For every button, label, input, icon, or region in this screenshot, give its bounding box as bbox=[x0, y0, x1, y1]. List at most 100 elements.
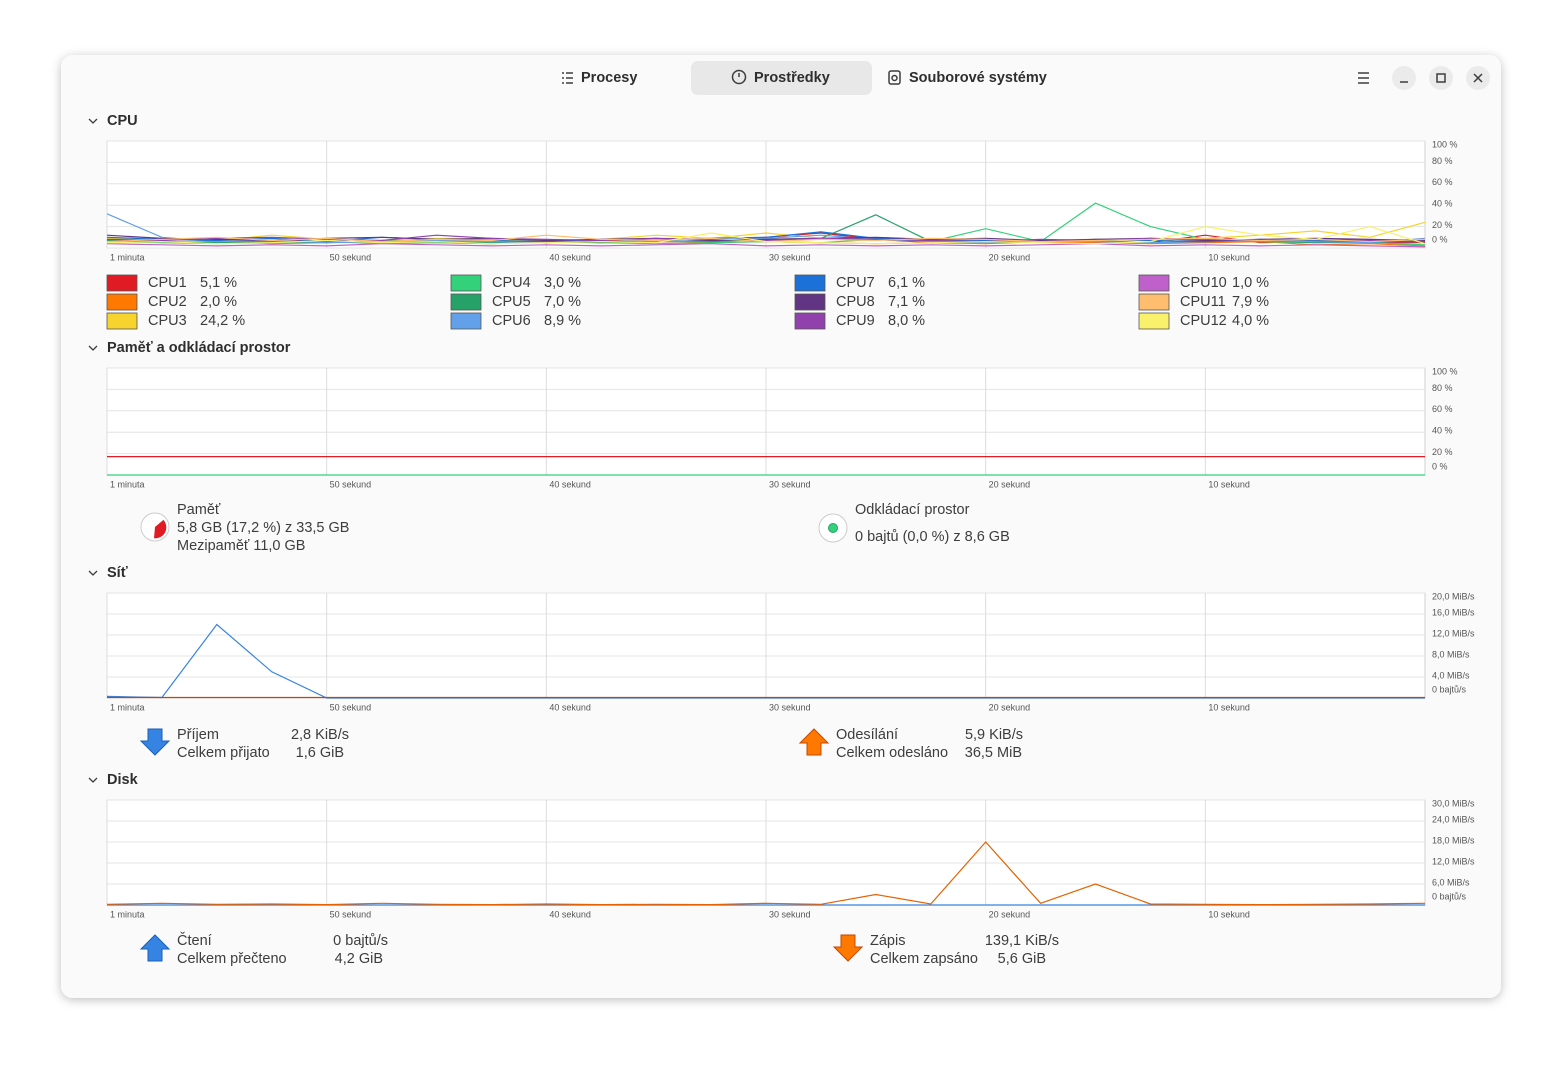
x-tick-label: 30 sekund bbox=[769, 252, 811, 262]
legend-total-name: Celkem přijato bbox=[177, 745, 270, 761]
x-tick-label: 1 minuta bbox=[110, 702, 145, 712]
legend-value: 6,1 % bbox=[888, 275, 925, 291]
y-tick-label: 8,0 MiB/s bbox=[1432, 649, 1470, 659]
x-tick-label: 20 sekund bbox=[989, 479, 1031, 489]
section-chevron bbox=[88, 777, 98, 783]
tab-selected-bg bbox=[691, 61, 872, 95]
legend-value: 3,0 % bbox=[544, 275, 581, 291]
legend-rate: 2,8 KiB/s bbox=[291, 727, 349, 743]
maximize-icon bbox=[1436, 73, 1446, 83]
x-tick-label: 10 sekund bbox=[1208, 479, 1250, 489]
receive-icon bbox=[139, 728, 171, 756]
legend-name: CPU2 bbox=[148, 294, 187, 310]
swap-icon-dot bbox=[828, 523, 838, 533]
tab-souborove[interactable]: Souborové systémy bbox=[888, 70, 1047, 86]
section-chevron bbox=[88, 345, 98, 351]
legend-swatch bbox=[1138, 312, 1170, 330]
legend-value: 7,1 % bbox=[888, 294, 925, 310]
legend-value: 7,0 % bbox=[544, 294, 581, 310]
legend-name: CPU12 bbox=[1180, 313, 1227, 329]
legend-value: 8,0 % bbox=[888, 313, 925, 329]
y-tick-label: 60 % bbox=[1432, 404, 1453, 414]
legend-value: 8,9 % bbox=[544, 313, 581, 329]
x-tick-label: 20 sekund bbox=[989, 909, 1031, 919]
read-icon bbox=[139, 934, 171, 962]
section-title: CPU bbox=[107, 113, 138, 129]
legend-total-name: Celkem zapsáno bbox=[870, 951, 978, 967]
x-tick-label: 50 sekund bbox=[330, 252, 372, 262]
legend-value: 24,2 % bbox=[200, 313, 245, 329]
legend-total-name: Celkem odesláno bbox=[836, 745, 948, 761]
disk-icon-dot bbox=[891, 74, 898, 82]
legend-total: 4,2 GiB bbox=[335, 951, 383, 967]
legend-name: CPU10 bbox=[1180, 275, 1227, 291]
y-tick-label: 100 % bbox=[1432, 366, 1458, 376]
x-tick-label: 40 sekund bbox=[549, 702, 591, 712]
legend-swatch bbox=[450, 274, 482, 292]
y-tick-label: 12,0 MiB/s bbox=[1432, 856, 1475, 866]
x-tick-label: 30 sekund bbox=[769, 479, 811, 489]
legend-name: CPU4 bbox=[492, 275, 531, 291]
section-chevron bbox=[88, 570, 98, 576]
legend-line: 5,8 GB (17,2 %) z 33,5 GB bbox=[177, 520, 349, 536]
y-tick-label: 40 % bbox=[1432, 199, 1453, 209]
x-tick-label: 1 minuta bbox=[110, 479, 145, 489]
section-title: Paměť a odkládací prostor bbox=[107, 340, 291, 356]
maximize-button[interactable] bbox=[1429, 66, 1453, 90]
legend-total: 1,6 GiB bbox=[296, 745, 344, 761]
x-tick-label: 40 sekund bbox=[549, 909, 591, 919]
y-tick-label: 30,0 MiB/s bbox=[1432, 798, 1475, 808]
legend-name: CPU1 bbox=[148, 275, 187, 291]
legend-swatch bbox=[106, 293, 138, 311]
memory-icon-wedge bbox=[154, 519, 167, 539]
menu-button[interactable] bbox=[1358, 72, 1369, 84]
x-tick-label: 1 minuta bbox=[110, 252, 145, 262]
legend-name: Příjem bbox=[177, 727, 219, 743]
close-icon bbox=[1473, 73, 1483, 83]
legend-name: Čtení bbox=[177, 932, 212, 949]
gauge-icon bbox=[731, 69, 747, 85]
tab-prostredky[interactable]: Prostředky bbox=[731, 69, 830, 86]
minimize-button[interactable] bbox=[1392, 66, 1416, 90]
y-tick-label: 20,0 MiB/s bbox=[1432, 591, 1475, 601]
series-line bbox=[106, 841, 1426, 906]
y-tick-label: 18,0 MiB/s bbox=[1432, 835, 1475, 845]
legend-value: 7,9 % bbox=[1232, 294, 1269, 310]
x-tick-label: 50 sekund bbox=[330, 702, 372, 712]
legend-swatch bbox=[450, 293, 482, 311]
legend-swatch bbox=[106, 274, 138, 292]
charts: CPU 0 % 20 % 40 % 60 % 80 % 100 % 1 minuta 50 se… bbox=[88, 113, 1475, 919]
section-chevron bbox=[88, 118, 98, 124]
legend-name: CPU11 bbox=[1180, 294, 1226, 310]
x-tick-label: 50 sekund bbox=[330, 909, 372, 919]
y-tick-label: 0 bajtů/s bbox=[1432, 891, 1467, 901]
legend-swatch bbox=[450, 312, 482, 330]
legend-swatch bbox=[1138, 293, 1170, 311]
legend-name: CPU5 bbox=[492, 294, 531, 310]
legend-total: 36,5 MiB bbox=[965, 745, 1022, 761]
section-title: Síť bbox=[107, 565, 128, 581]
y-tick-label: 20 % bbox=[1432, 220, 1453, 230]
legend-rate: 0 bajtů/s bbox=[333, 933, 388, 949]
y-tick-label: 12,0 MiB/s bbox=[1432, 628, 1475, 638]
x-tick-label: 1 minuta bbox=[110, 909, 145, 919]
legend-line: Mezipaměť 11,0 GB bbox=[177, 538, 305, 554]
y-tick-label: 40 % bbox=[1432, 426, 1453, 436]
x-tick-label: 10 sekund bbox=[1208, 909, 1250, 919]
send-icon bbox=[798, 728, 830, 756]
legend-rate: 139,1 KiB/s bbox=[985, 933, 1059, 949]
legend-rate: 5,9 KiB/s bbox=[965, 727, 1023, 743]
tab-procesy[interactable]: Procesy bbox=[562, 70, 637, 86]
legend-name: CPU9 bbox=[836, 313, 875, 329]
series-line bbox=[106, 234, 1426, 243]
legend-name: Paměť bbox=[177, 502, 221, 518]
legend-name: Odesílání bbox=[836, 727, 898, 743]
x-tick-label: 50 sekund bbox=[330, 479, 372, 489]
list-icon bbox=[562, 72, 573, 84]
legend-line: 0 bajtů (0,0 %) z 8,6 GB bbox=[855, 529, 1010, 545]
series-line bbox=[106, 231, 1425, 243]
legend-swatch bbox=[794, 293, 826, 311]
tab-label: Procesy bbox=[581, 70, 637, 86]
y-tick-label: 20 % bbox=[1432, 447, 1453, 457]
